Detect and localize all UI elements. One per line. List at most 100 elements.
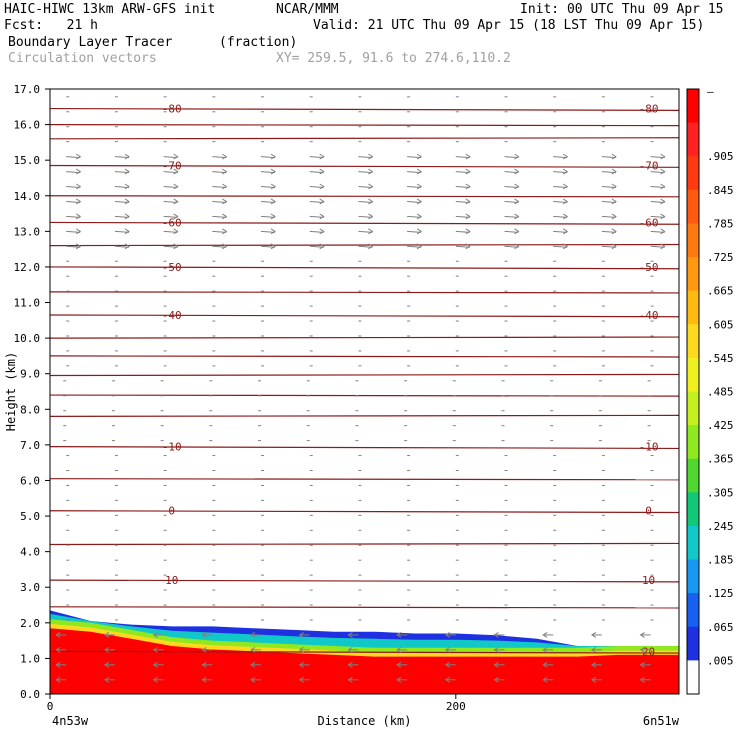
vector-arrow — [553, 186, 568, 189]
vector-arrow-head — [416, 243, 423, 250]
vector-arrow — [504, 171, 519, 174]
vector-arrow-head — [396, 631, 402, 638]
colorbar-swatch — [687, 257, 699, 292]
y-tick-label: 9.0 — [20, 368, 40, 381]
vector-arrow-head — [222, 153, 228, 160]
vector-arrow — [504, 186, 519, 189]
vector-arrow — [66, 245, 81, 248]
init-time: Init: 00 UTC Thu 09 Apr 15 — [520, 2, 724, 17]
y-tick-label: 10.0 — [14, 332, 41, 345]
colorbar-label: .545 — [707, 352, 734, 365]
field-units: (fraction) — [219, 35, 298, 50]
colorbar-label: .065 — [707, 621, 734, 634]
vector-arrow-head — [465, 183, 471, 190]
vector-arrow — [66, 230, 81, 233]
vector-arrow-head — [201, 676, 207, 683]
colorbar-label: .365 — [707, 453, 734, 466]
plot-frame — [49, 88, 680, 695]
contour-label: -80 — [639, 103, 659, 116]
y-tick-label: 14.0 — [14, 190, 41, 203]
vector-arrow-head — [75, 153, 82, 160]
vector-arrow-head — [75, 183, 82, 190]
vector-arrow-head — [542, 646, 548, 653]
vector-arrow-head — [270, 168, 276, 175]
vector-arrow — [504, 200, 519, 203]
colorbar-label: .305 — [707, 486, 734, 499]
vector-arrow-head — [222, 213, 228, 220]
vector-arrow — [553, 215, 568, 218]
vector-arrow-head — [173, 213, 179, 220]
contour-label: -40 — [639, 309, 659, 322]
vector-arrow — [455, 156, 470, 159]
vector-arrow-head — [493, 661, 499, 668]
contour-label: -60 — [162, 216, 182, 229]
vector-arrow — [601, 230, 616, 233]
vector-arrow — [163, 245, 178, 248]
vector-arrow-head — [201, 631, 207, 638]
vector-arrow — [309, 245, 324, 248]
vector-arrow-head — [152, 661, 158, 668]
vector-arrow — [601, 245, 616, 248]
contour-label: -40 — [162, 309, 182, 322]
vector-arrow — [358, 245, 373, 248]
colorbar-label: – — [707, 85, 714, 98]
vector-arrow-head — [75, 168, 82, 175]
vector-arrow-head — [542, 631, 548, 638]
temperature-contour — [49, 243, 680, 247]
vector-arrow-head — [611, 153, 617, 160]
tracer-band-high — [50, 628, 679, 694]
vector-arrow — [407, 245, 422, 248]
contour-label: 10 — [642, 574, 655, 587]
vector-arrow-head — [270, 153, 276, 160]
vector-arrow — [601, 171, 616, 174]
vector-arrow-head — [396, 661, 402, 668]
vector-arrow — [260, 171, 276, 174]
colorbar-swatch — [687, 122, 699, 157]
vector-arrow — [260, 156, 276, 159]
vector-arrow — [212, 200, 227, 203]
vector-arrow-head — [514, 228, 520, 235]
vector-arrow — [114, 171, 129, 174]
colorbar-swatch — [687, 357, 699, 392]
vector-arrow-head — [562, 228, 569, 235]
colorbar-swatch — [687, 223, 699, 258]
colorbar-label: .785 — [707, 217, 734, 230]
vector-arrow-head — [639, 661, 645, 668]
colorbar-swatch — [687, 290, 699, 325]
contour-label: -50 — [162, 261, 182, 274]
vector-arrow-head — [611, 183, 617, 190]
vector-arrow — [66, 171, 81, 174]
vector-arrow — [455, 245, 470, 248]
vector-arrow — [650, 230, 665, 233]
vector-arrow-head — [660, 213, 666, 220]
vector-arrow — [309, 200, 324, 203]
vector-arrow — [553, 245, 568, 248]
vector-arrow-head — [124, 168, 130, 175]
temperature-contour — [49, 314, 680, 318]
colorbar-label: .425 — [707, 419, 734, 432]
vector-arrow — [163, 186, 178, 189]
vector-arrow — [650, 171, 665, 174]
colorbar-label: .905 — [707, 150, 734, 163]
vector-arrow-head — [514, 153, 520, 160]
vector-arrow-head — [298, 676, 304, 683]
vector-arrow — [407, 186, 422, 189]
vector-arrow-head — [319, 228, 325, 235]
vector-arrow-head — [201, 661, 207, 668]
vector-arrow-head — [660, 183, 666, 190]
contour-label: 10 — [165, 574, 178, 587]
colorbar-label: .185 — [707, 554, 734, 567]
temperature-contour — [49, 291, 680, 294]
vector-arrow-head — [319, 243, 325, 250]
vector-arrow-head — [347, 646, 353, 653]
vector-arrow-head — [465, 213, 471, 220]
y-tick-label: 15.0 — [14, 154, 41, 167]
vector-arrow-head — [55, 646, 61, 653]
valid-time: Valid: 21 UTC Thu 09 Apr 15 (18 LST Thu … — [313, 18, 705, 33]
vector-arrow — [407, 230, 422, 233]
vector-arrow — [455, 215, 470, 218]
vector-arrow — [504, 215, 519, 218]
contour-label: 0 — [645, 505, 652, 518]
vector-arrow-head — [347, 676, 353, 683]
vector-arrow-head — [611, 228, 617, 235]
